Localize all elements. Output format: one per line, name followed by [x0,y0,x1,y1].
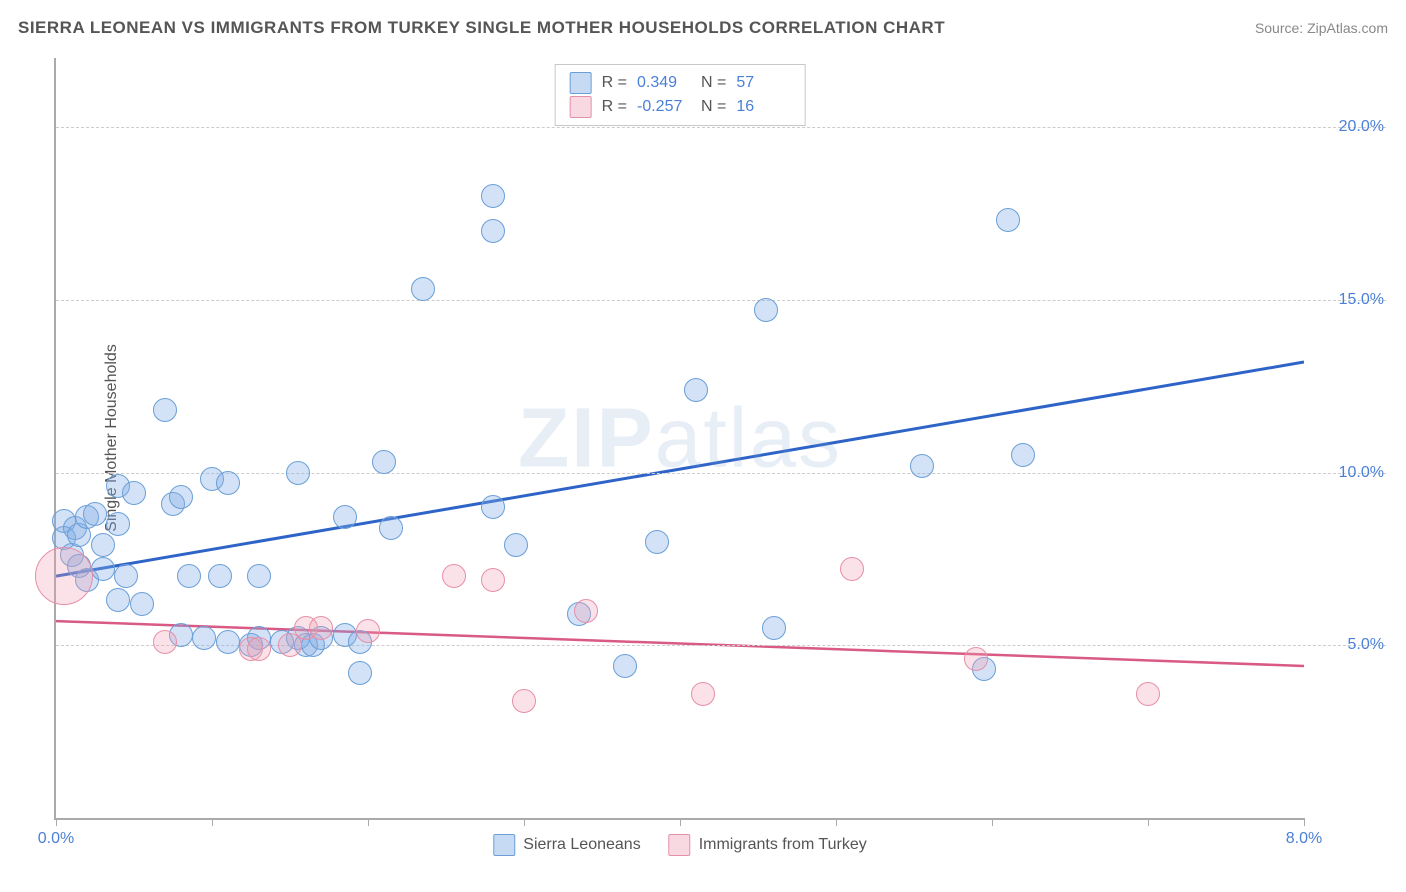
y-axis-label: Single Mother Households [103,344,121,532]
data-point [574,599,598,623]
data-point [1136,682,1160,706]
x-tick [680,818,681,826]
data-point [481,568,505,592]
data-point [114,564,138,588]
data-point [247,564,271,588]
data-point [356,619,380,643]
x-tick [524,818,525,826]
data-point [754,298,778,322]
legend-swatch [570,96,592,118]
data-point [153,398,177,422]
n-label: N = [701,71,726,95]
legend-item: Sierra Leoneans [493,834,640,856]
data-point [169,485,193,509]
x-tick [368,818,369,826]
chart-area: ZIPatlas Single Mother Households R =0.3… [54,58,1384,818]
data-point [309,616,333,640]
data-point [177,564,201,588]
data-point [481,184,505,208]
data-point [1011,443,1035,467]
trend-lines [56,58,1304,818]
legend-label: Sierra Leoneans [523,836,640,854]
data-point [216,630,240,654]
data-point [153,630,177,654]
data-point [91,533,115,557]
data-point [512,689,536,713]
correlation-legend: R = 0.349 N = 57 R = -0.257 N = 16 [555,64,806,126]
r-value: -0.257 [637,95,691,119]
data-point [840,557,864,581]
legend-row: R = -0.257 N = 16 [570,95,791,119]
r-value: 0.349 [637,71,691,95]
x-tick [56,818,57,826]
legend-item: Immigrants from Turkey [669,834,867,856]
r-label: R = [602,71,627,95]
data-point [122,481,146,505]
data-point [106,588,130,612]
legend-swatch [570,72,592,94]
data-point [208,564,232,588]
y-tick-label: 20.0% [1314,118,1384,136]
source-label: Source: ZipAtlas.com [1255,20,1388,36]
n-value: 57 [736,71,790,95]
data-point [379,516,403,540]
data-point [762,616,786,640]
n-value: 16 [736,95,790,119]
data-point [411,277,435,301]
legend-label: Immigrants from Turkey [699,836,867,854]
data-point [130,592,154,616]
x-tick [1304,818,1305,826]
gridline-h [56,127,1386,128]
data-point [333,505,357,529]
legend-row: R = 0.349 N = 57 [570,71,791,95]
y-tick-label: 5.0% [1314,636,1384,654]
legend-swatch [669,834,691,856]
chart-title: SIERRA LEONEAN VS IMMIGRANTS FROM TURKEY… [18,18,945,38]
data-point [35,547,93,605]
y-tick-label: 10.0% [1314,464,1384,482]
data-point [372,450,396,474]
data-point [192,626,216,650]
data-point [645,530,669,554]
r-label: R = [602,95,627,119]
data-point [286,461,310,485]
data-point [83,502,107,526]
data-point [106,512,130,536]
data-point [691,682,715,706]
x-tick-label: 0.0% [38,830,74,848]
data-point [216,471,240,495]
data-point [247,637,271,661]
y-tick-label: 15.0% [1314,291,1384,309]
gridline-h [56,473,1386,474]
data-point [348,661,372,685]
data-point [91,557,115,581]
data-point [613,654,637,678]
data-point [910,454,934,478]
x-tick [836,818,837,826]
x-tick [992,818,993,826]
data-point [964,647,988,671]
plot-region: ZIPatlas Single Mother Households R =0.3… [54,58,1304,820]
data-point [504,533,528,557]
data-point [996,208,1020,232]
data-point [481,219,505,243]
data-point [481,495,505,519]
legend-swatch [493,834,515,856]
series-legend: Sierra Leoneans Immigrants from Turkey [493,834,866,856]
x-tick-label: 8.0% [1286,830,1322,848]
gridline-h [56,300,1386,301]
x-tick [212,818,213,826]
data-point [442,564,466,588]
n-label: N = [701,95,726,119]
x-tick [1148,818,1149,826]
data-point [684,378,708,402]
